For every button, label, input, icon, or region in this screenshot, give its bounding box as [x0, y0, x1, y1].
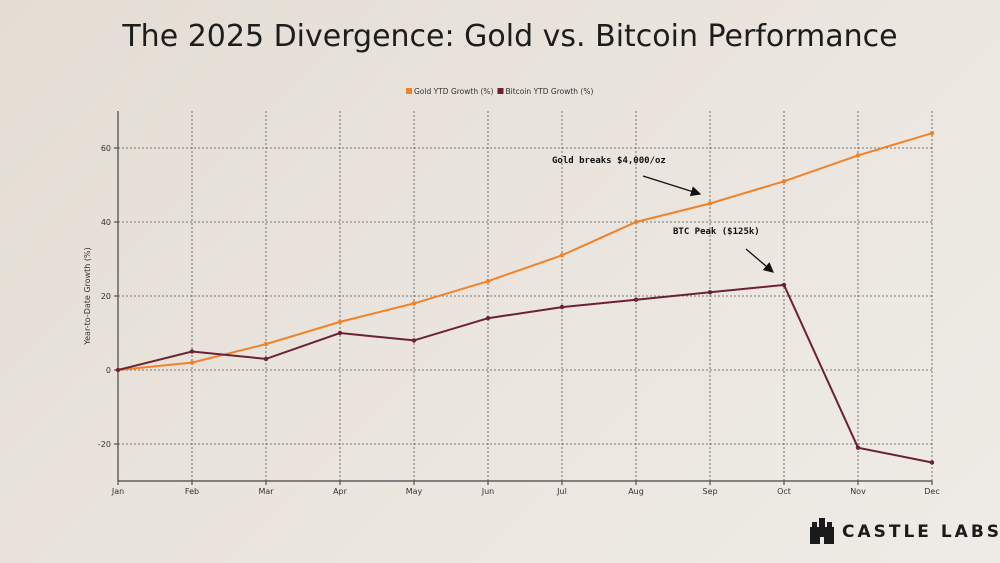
x-tick-label: Aug	[628, 487, 644, 496]
data-point	[263, 356, 269, 362]
data-point	[337, 330, 343, 336]
x-tick-label: Dec	[924, 487, 939, 496]
annotations: Gold breaks $4,000/oz BTC Peak ($125k)	[552, 156, 774, 273]
x-tick-label: Mar	[258, 487, 274, 496]
data-point	[781, 179, 787, 184]
data-point	[855, 153, 861, 158]
legend-swatch	[406, 88, 412, 94]
data-point	[559, 304, 565, 310]
y-tick-label: 60	[101, 144, 111, 153]
x-tick-label: Jun	[481, 487, 495, 496]
data-point	[929, 460, 935, 465]
x-tick-label: Feb	[185, 487, 199, 496]
y-axis-label: Year-to-Date Growth (%)	[83, 247, 92, 345]
annotation-text: BTC Peak ($125k)	[673, 227, 760, 237]
annotation-text: Gold breaks $4,000/oz	[552, 156, 666, 166]
castle-labs-logo: CASTLE LABS	[810, 518, 1000, 544]
series	[115, 131, 935, 465]
y-tick-label: 20	[101, 292, 111, 301]
x-tick-label: Jan	[111, 487, 124, 496]
grid	[118, 111, 933, 481]
data-point	[263, 341, 269, 347]
data-point	[559, 253, 565, 258]
x-tick-label: Jul	[556, 487, 567, 496]
data-point	[337, 319, 343, 325]
x-tick-label: Nov	[850, 487, 866, 496]
data-point	[707, 201, 713, 206]
legend-label: Bitcoin YTD Growth (%)	[505, 87, 593, 96]
data-point	[189, 360, 195, 365]
chart-title: The 2025 Divergence: Gold vs. Bitcoin Pe…	[121, 19, 897, 54]
x-tick-label: May	[406, 487, 423, 496]
x-tick-label: Sep	[702, 487, 717, 496]
data-point	[411, 301, 417, 306]
y-tick-label: 0	[106, 366, 111, 375]
data-point	[855, 445, 861, 450]
data-point	[485, 279, 491, 284]
series-line	[117, 283, 933, 464]
axes: Jan Feb Mar Apr May Jun Jul Aug Sep Oct Nov Dec -20 0…	[98, 111, 940, 496]
castle-icon	[810, 518, 834, 544]
x-tick-label: Oct	[777, 487, 791, 496]
y-tick-label: -20	[98, 440, 111, 449]
data-point	[633, 219, 639, 225]
data-point	[781, 282, 787, 288]
legend: Gold YTD Growth (%) Bitcoin YTD Growth (%…	[406, 87, 593, 96]
data-point	[633, 297, 639, 302]
legend-label: Gold YTD Growth (%)	[414, 87, 494, 96]
data-point	[485, 316, 491, 321]
annotation-arrow	[745, 248, 774, 273]
data-point	[189, 349, 195, 354]
data-point	[707, 290, 713, 295]
annotation-arrow	[642, 175, 702, 197]
data-point	[411, 338, 417, 343]
x-tick-label: Apr	[333, 487, 348, 496]
logo-text: CASTLE LABS	[842, 522, 1000, 542]
data-point	[929, 131, 935, 136]
series-line	[117, 132, 933, 371]
data-point	[115, 367, 121, 373]
y-tick-label: 40	[101, 218, 111, 227]
legend-swatch	[497, 88, 504, 94]
